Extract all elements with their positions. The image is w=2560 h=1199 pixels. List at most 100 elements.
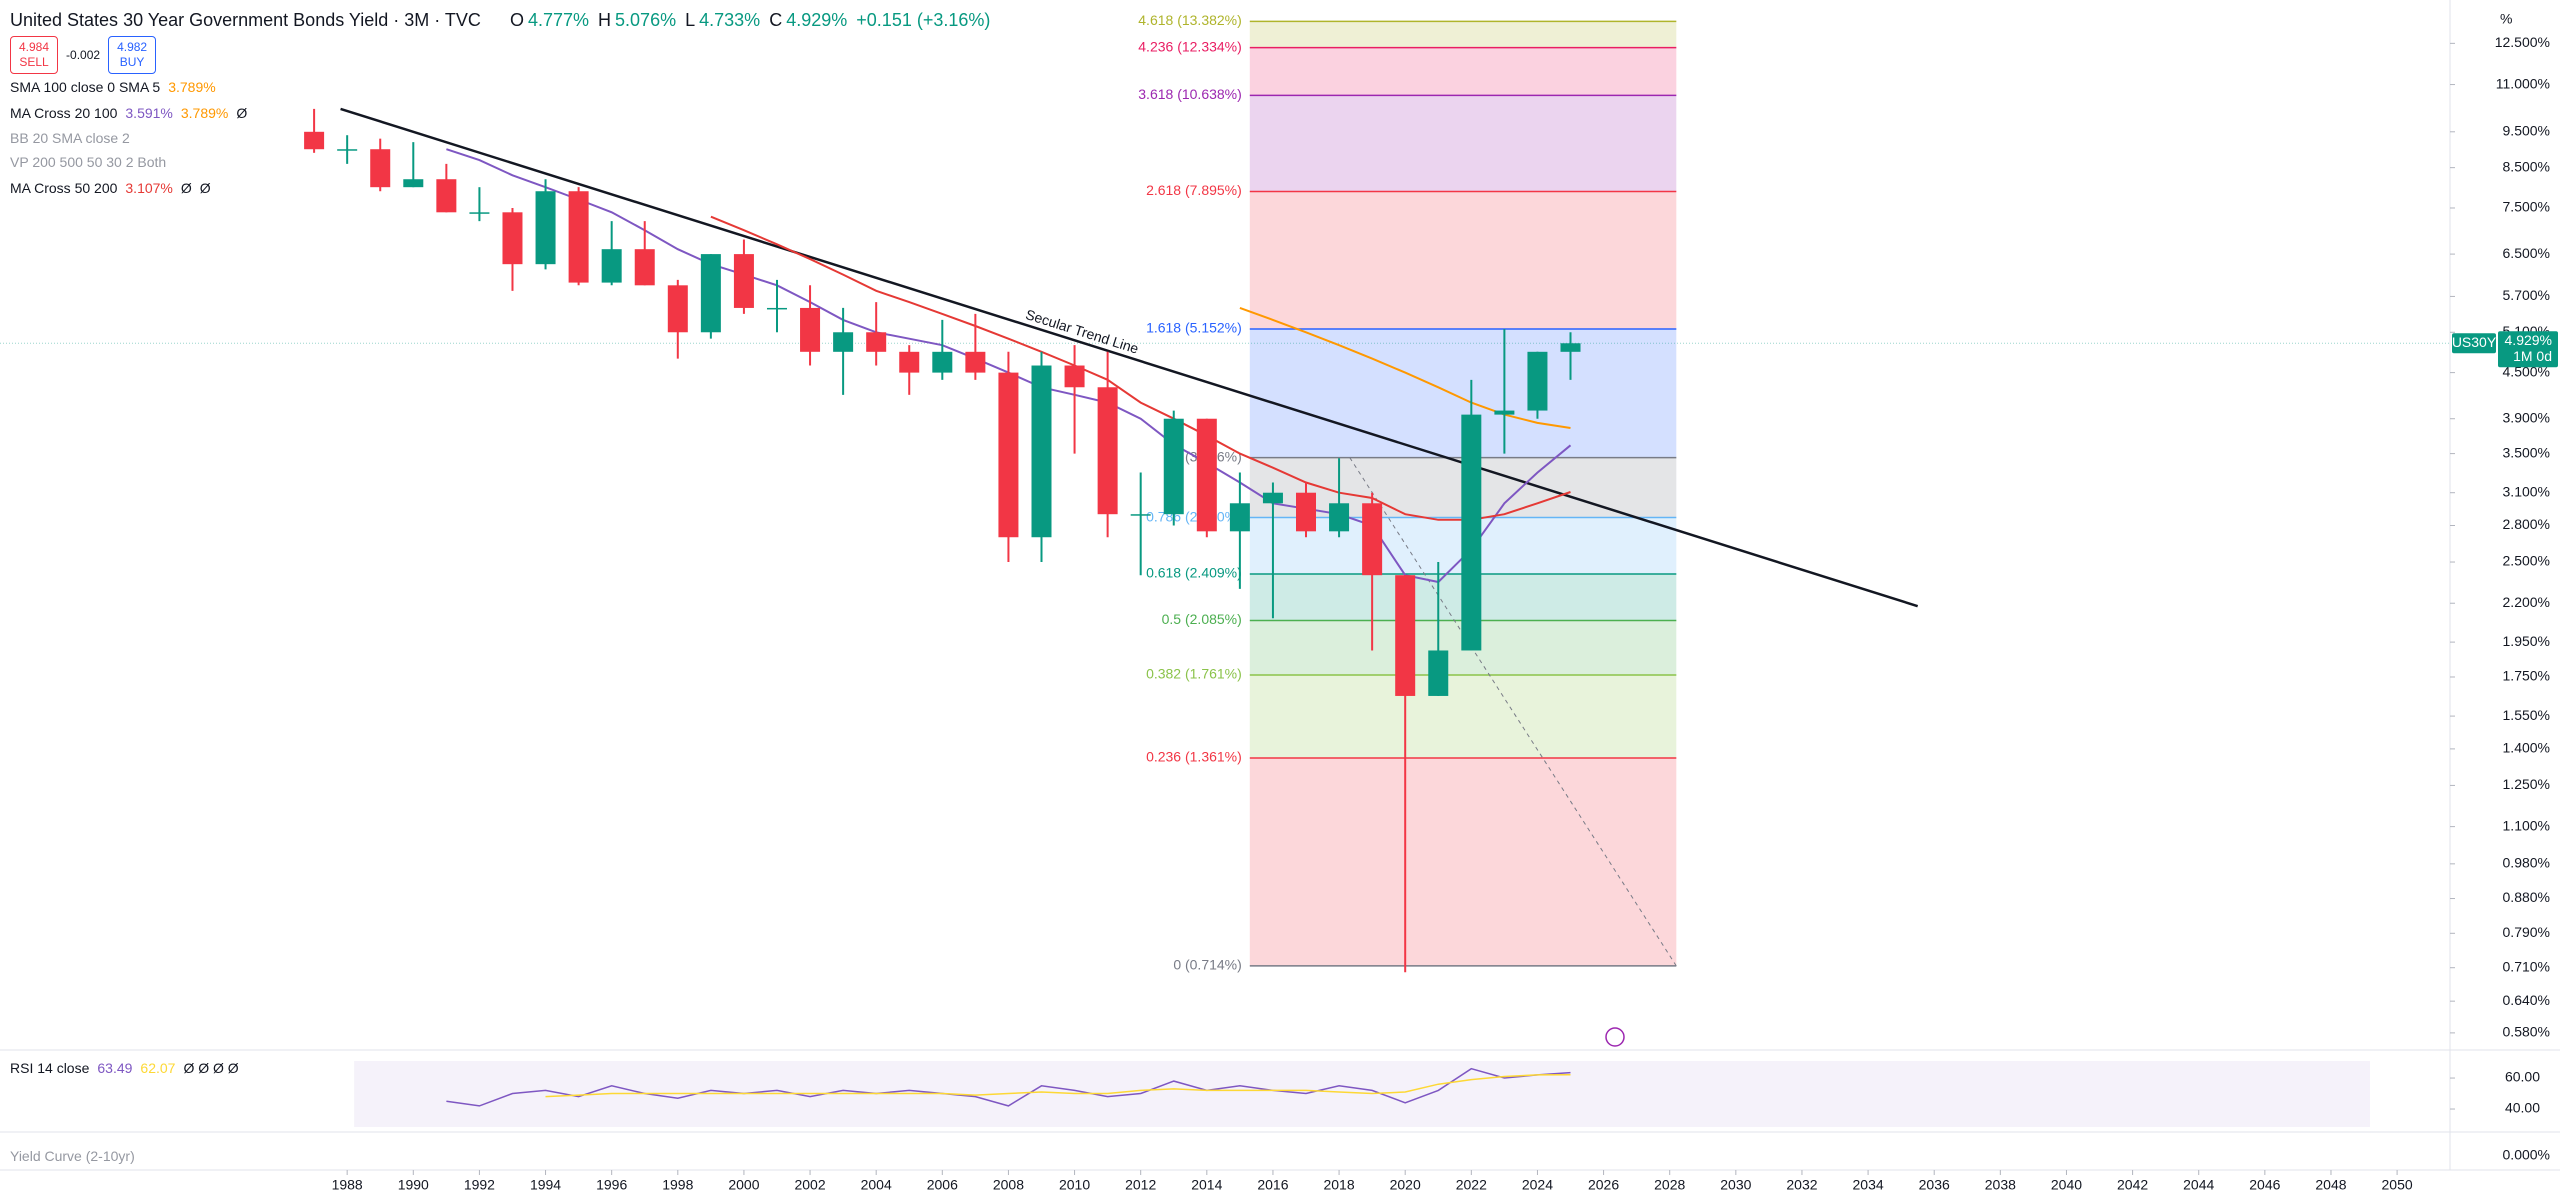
candle-body xyxy=(436,179,457,213)
moving-average xyxy=(1239,306,1571,429)
rsi-legend: RSI 14 close 63.49 62.07 Ø Ø Ø Ø xyxy=(10,1060,247,1076)
sell-button[interactable]: 4.984 SELL xyxy=(10,36,59,74)
indicator-name: MA Cross 50 200 xyxy=(10,180,118,196)
x-tick-label: 2012 xyxy=(1125,1177,1156,1193)
y-tick-label: 8.500% xyxy=(2503,158,2550,174)
candle-body xyxy=(1196,418,1217,532)
x-tick-label: 2034 xyxy=(1853,1177,1884,1193)
y-tick-label: 3.900% xyxy=(2503,409,2550,425)
fib-label: 0.5 (2.085%) xyxy=(1162,611,1242,627)
y-tick-label: 0.640% xyxy=(2503,992,2550,1008)
candle-body xyxy=(304,131,325,150)
buy-price: 4.982 xyxy=(117,40,148,54)
x-tick-label: 2026 xyxy=(1588,1177,1619,1193)
candle-body xyxy=(1560,343,1581,352)
x-tick-label: 1998 xyxy=(662,1177,693,1193)
candle-body xyxy=(1494,410,1515,415)
x-tick-label: 2036 xyxy=(1919,1177,1950,1193)
x-tick-label: 2024 xyxy=(1522,1177,1553,1193)
candle-body xyxy=(469,212,490,214)
fib-zone xyxy=(1249,758,1677,966)
sell-price: 4.984 xyxy=(19,40,50,54)
candle-body xyxy=(370,149,391,188)
candle-body xyxy=(700,254,721,333)
candle-body xyxy=(1428,650,1449,696)
x-tick-label: 2000 xyxy=(728,1177,759,1193)
indicator-legend: VP 200 500 50 30 2 Both xyxy=(10,154,174,170)
candle-body xyxy=(667,285,688,333)
candle-body xyxy=(601,249,622,283)
fib-label: 1.618 (5.152%) xyxy=(1146,320,1242,336)
ohlc-value: 5.076% xyxy=(615,10,677,30)
x-tick-label: 1996 xyxy=(596,1177,627,1193)
indicator-value: Ø xyxy=(236,105,248,121)
x-tick-label: 1992 xyxy=(464,1177,495,1193)
yield-curve-legend: Yield Curve (2-10yr) xyxy=(10,1148,143,1164)
candle-body xyxy=(1329,503,1350,532)
change: +0.151 (+3.16%) xyxy=(856,10,991,30)
ohlc-key: H xyxy=(598,10,612,30)
trade-buttons: 4.984 SELL -0.002 4.982 BUY xyxy=(10,36,157,74)
indicator-value: 3.107% xyxy=(125,180,173,196)
rsi-tick-label: 40.00 xyxy=(2505,1100,2540,1116)
candle-body xyxy=(899,351,920,373)
buy-label: BUY xyxy=(119,55,145,69)
unit-label: % xyxy=(2500,11,2512,27)
x-tick-label: 2018 xyxy=(1323,1177,1354,1193)
x-tick-label: 2050 xyxy=(2382,1177,2413,1193)
y-tick-label: 1.250% xyxy=(2503,776,2550,792)
fib-zone xyxy=(1249,674,1677,759)
candle-body xyxy=(998,372,1019,538)
indicator-value: 63.49 xyxy=(97,1060,133,1076)
y-tick-label: 4.500% xyxy=(2503,363,2550,379)
ohlc-key: L xyxy=(685,10,696,30)
fib-zone xyxy=(1249,191,1677,330)
candle-body xyxy=(337,149,358,151)
fib-label: 0.236 (1.361%) xyxy=(1146,749,1242,765)
ohlc-value: 4.733% xyxy=(699,10,761,30)
rsi-line xyxy=(446,1067,1571,1107)
x-tick-label: 2022 xyxy=(1456,1177,1487,1193)
fib-label: 0.382 (1.761%) xyxy=(1146,666,1242,682)
fib-label: 0 (0.714%) xyxy=(1173,957,1241,973)
ohlc-value: 4.929% xyxy=(786,10,848,30)
indicator-name: SMA 100 close 0 SMA 5 xyxy=(10,79,161,95)
y-tick-label: 0.880% xyxy=(2503,889,2550,905)
x-tick-label: 1994 xyxy=(530,1177,561,1193)
y-tick-label: 7.500% xyxy=(2503,199,2550,215)
y-tick-label: 1.400% xyxy=(2503,740,2550,756)
indicator-value: Ø xyxy=(180,180,192,196)
price-tag-countdown: 1M 0d xyxy=(2513,348,2552,364)
y-tick-label: 1.550% xyxy=(2503,707,2550,723)
y-tick-label: 2.200% xyxy=(2503,594,2550,610)
x-tick-label: 2028 xyxy=(1654,1177,1685,1193)
indicator-legend: MA Cross 50 200 3.107% Ø Ø xyxy=(10,180,219,196)
indicator-name: BB 20 SMA close 2 xyxy=(10,130,130,146)
fib-zone xyxy=(1249,21,1677,48)
candle-body xyxy=(1163,418,1184,515)
candle-body xyxy=(1130,514,1151,516)
buy-button[interactable]: 4.982 BUY xyxy=(108,36,157,74)
x-tick-label: 2002 xyxy=(794,1177,825,1193)
price-tag xyxy=(2498,331,2558,368)
y-tick-label: 1.750% xyxy=(2503,668,2550,684)
candle-body xyxy=(1362,503,1383,576)
indicator-name: RSI 14 close xyxy=(10,1060,90,1076)
indicator-legend: MA Cross 20 100 3.591% 3.789% Ø xyxy=(10,105,255,121)
fib-label: 2.618 (7.895%) xyxy=(1146,182,1242,198)
x-tick-label: 2048 xyxy=(2315,1177,2346,1193)
y-tick-label: 1.100% xyxy=(2503,817,2550,833)
fib-label: 3.618 (10.638%) xyxy=(1138,86,1242,102)
header: United States 30 Year Government Bonds Y… xyxy=(10,10,994,31)
indicator-value: 3.789% xyxy=(180,105,229,121)
trend-label: Secular Trend Line xyxy=(1024,306,1141,357)
sell-label: SELL xyxy=(19,55,49,69)
y-tick-label: 9.500% xyxy=(2503,123,2550,139)
x-tick-label: 2038 xyxy=(1985,1177,2016,1193)
y-tick-label: 2.800% xyxy=(2503,516,2550,532)
fib-label: 4.618 (13.382%) xyxy=(1138,12,1242,28)
indicator-value: 3.591% xyxy=(125,105,173,121)
candle-body xyxy=(833,332,854,352)
